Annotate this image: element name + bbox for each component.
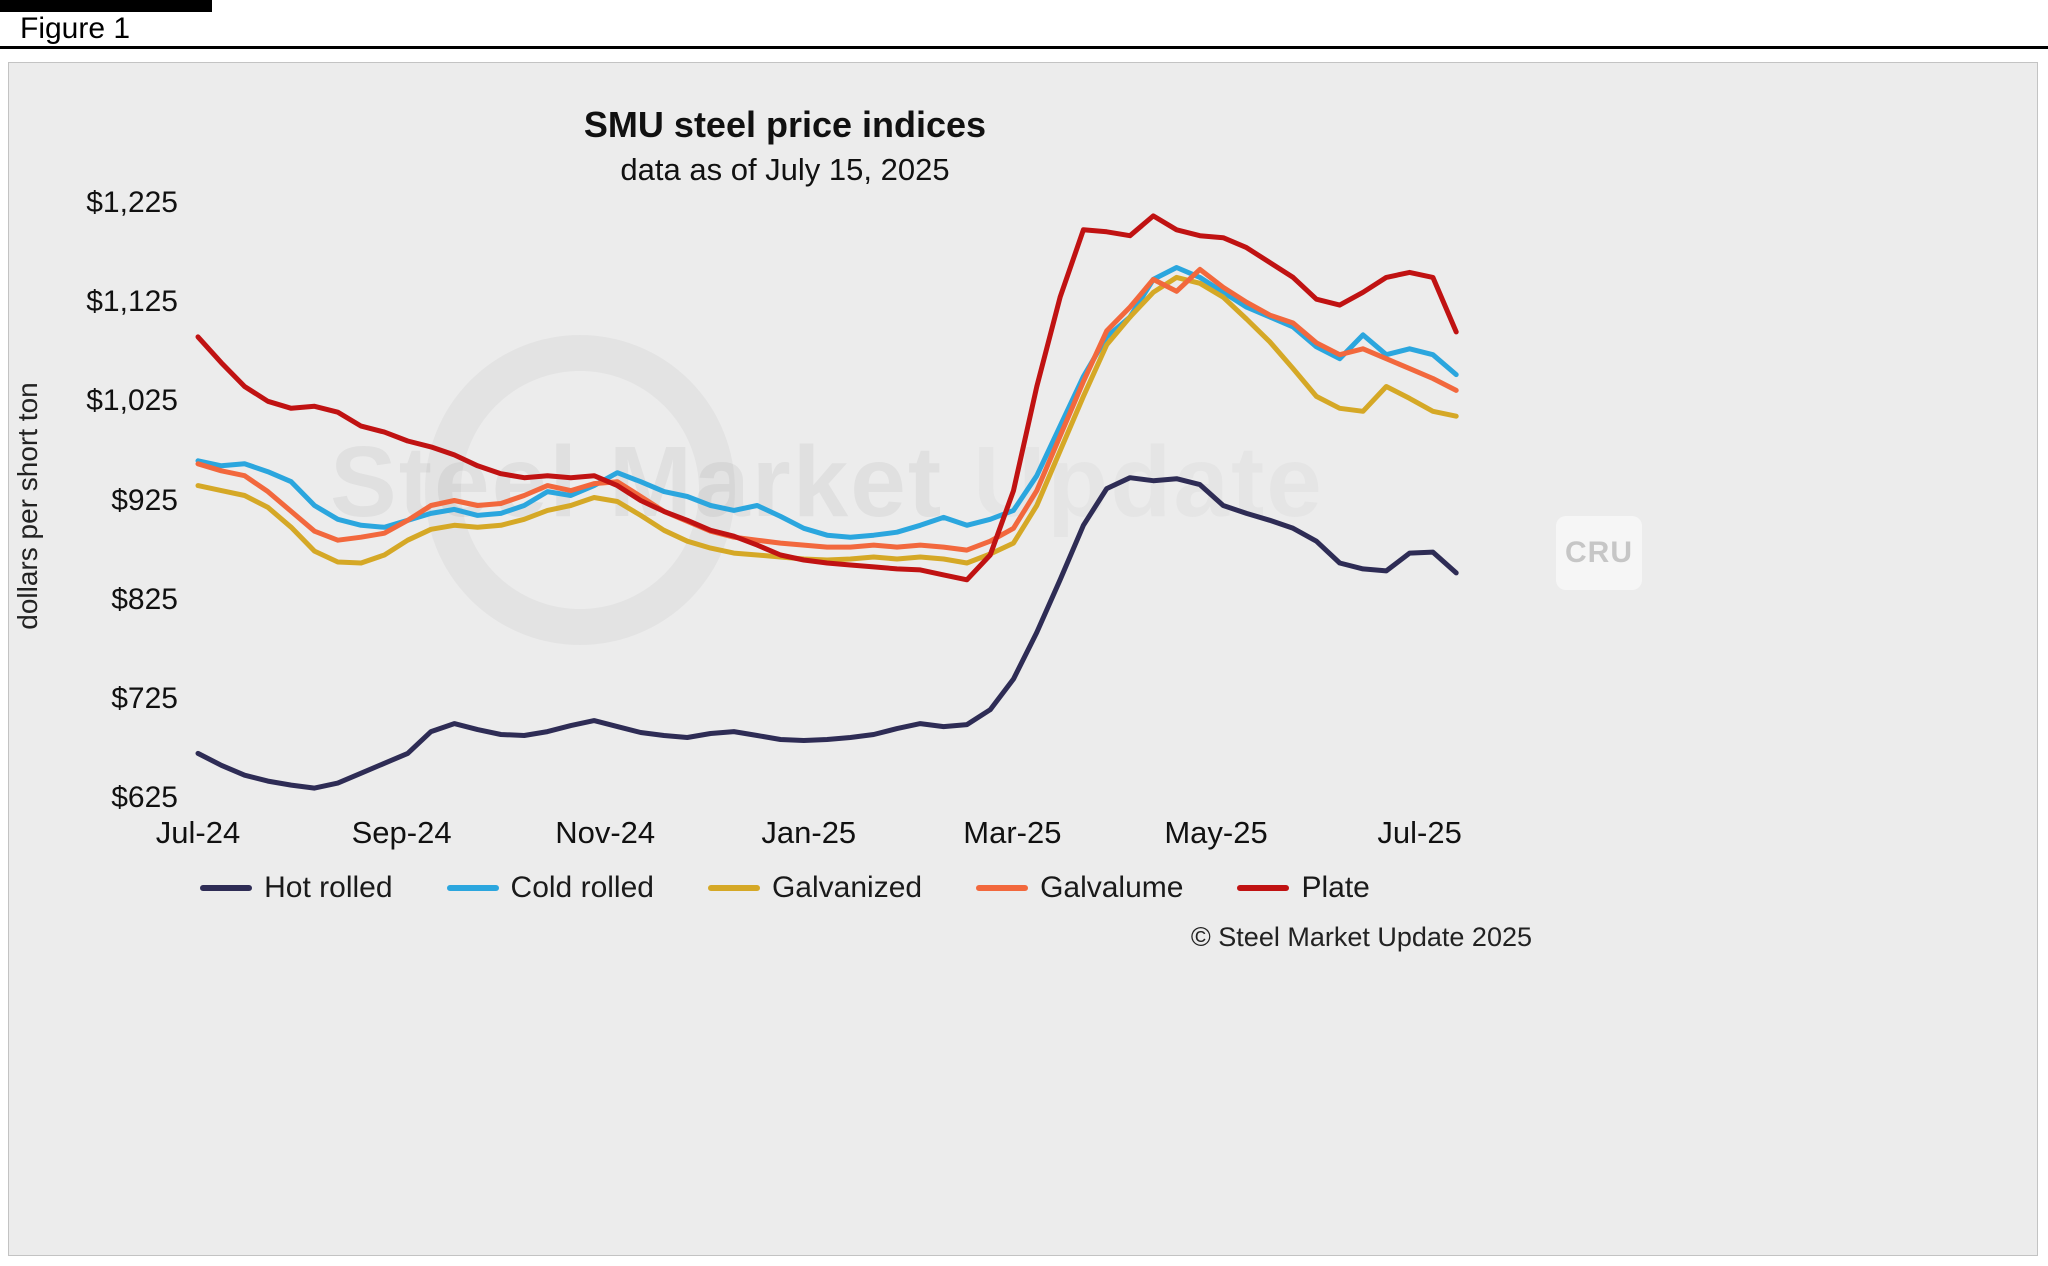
chart-panel [8,62,2038,1256]
header-divider [0,46,2048,49]
top-left-mark [0,0,212,12]
figure-label: Figure 1 [20,12,131,45]
